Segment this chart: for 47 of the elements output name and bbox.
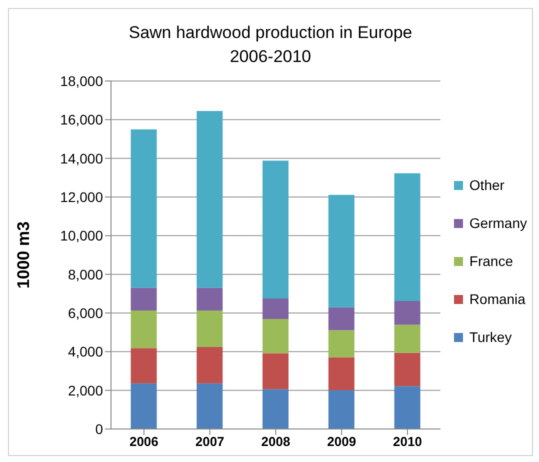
- y-tick-label: 8,000: [68, 266, 104, 282]
- y-tick-label: 16,000: [60, 112, 104, 128]
- y-tick-label: 18,000: [60, 72, 104, 89]
- bar: [130, 383, 157, 429]
- bar: [328, 194, 354, 308]
- x-tick-label: 2006: [129, 434, 158, 450]
- x-tick-label: 2009: [327, 434, 356, 450]
- bar: [394, 352, 420, 386]
- bar: [262, 389, 289, 429]
- bar: [262, 318, 289, 354]
- bar: [394, 324, 420, 353]
- bar: [328, 307, 354, 330]
- bar: [196, 310, 223, 348]
- bar: [262, 353, 289, 390]
- bar: [196, 288, 223, 310]
- y-tick-label: 10,000: [60, 228, 104, 244]
- bar: [394, 386, 420, 429]
- bar: [394, 173, 420, 302]
- bar: [196, 383, 223, 429]
- legend-label: Turkey: [469, 329, 512, 345]
- y-axis-title: 1000 m3: [14, 221, 34, 289]
- bar: [328, 330, 354, 358]
- y-tick-label: 2,000: [68, 382, 104, 398]
- bar: [196, 347, 223, 384]
- y-tick-label: 6,000: [68, 304, 104, 321]
- legend-label: Other: [469, 177, 504, 193]
- bar: [130, 310, 157, 348]
- bar: [262, 160, 289, 298]
- legend-label: Romania: [469, 291, 526, 307]
- y-tick-label: 14,000: [60, 150, 104, 166]
- x-tick-label: 2008: [261, 434, 290, 450]
- y-tick-label: 4,000: [68, 344, 104, 360]
- bar: [328, 390, 354, 429]
- x-tick-label: 2010: [393, 434, 422, 450]
- y-tick-label: 12,000: [60, 188, 104, 205]
- bar: [130, 348, 157, 384]
- bar: [130, 129, 157, 288]
- bar: [394, 301, 420, 325]
- chart-title: Sawn hardwood production in Europe 2006-2010: [128, 22, 414, 68]
- legend-label: Germany: [469, 215, 527, 231]
- x-tick-label: 2007: [195, 434, 224, 450]
- bar: [130, 288, 157, 310]
- y-tick-label: 0: [95, 420, 104, 437]
- legend-label: France: [469, 253, 513, 269]
- bar: [328, 357, 354, 390]
- bar: [262, 298, 289, 319]
- bar: [196, 110, 223, 288]
